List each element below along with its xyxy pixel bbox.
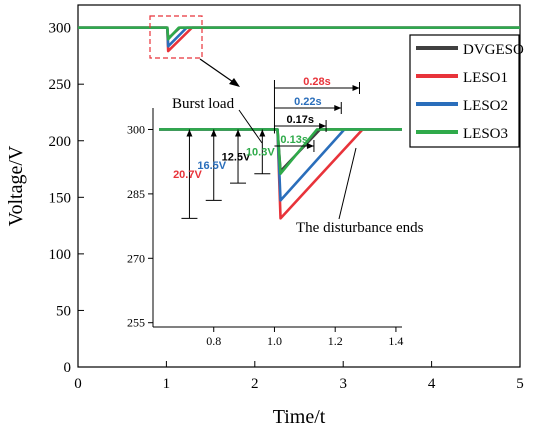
legend-label-leso2: LESO2	[463, 98, 508, 114]
drop-value-label: 12.5V	[222, 151, 251, 163]
zoom-arrow	[199, 58, 237, 85]
x-tick-label: 1	[163, 376, 171, 392]
duration-arrow	[319, 123, 327, 129]
drop-value-label: 20.7V	[173, 169, 202, 181]
y-tick-label: 300	[49, 21, 72, 37]
duration-arrow	[334, 105, 342, 111]
drop-arrow-top	[186, 129, 193, 137]
main-series-group	[78, 26, 520, 53]
legend: DVGESO LESO1 LESO2 LESO3	[409, 34, 524, 148]
drop-value-label: 10.3V	[246, 147, 275, 159]
drop-arrow-top	[259, 129, 266, 137]
drop-value-label: 16.5V	[197, 160, 226, 172]
inset-x-tick-label: 0.8	[206, 334, 221, 348]
drop-arrow-top	[210, 129, 217, 137]
y-tick-label: 0	[64, 360, 72, 376]
drop-arrow-top	[235, 129, 242, 137]
inset-line-leso3	[159, 128, 402, 175]
disturbance-ends-pointer	[338, 147, 357, 220]
duration-value-label: 0.13s	[280, 134, 308, 146]
inset-y-tick-label: 285	[127, 187, 145, 201]
x-tick-label: 0	[74, 376, 82, 392]
inset-x-tick-label: 1.2	[328, 334, 343, 348]
legend-box	[409, 34, 520, 148]
zoom-region-box	[149, 15, 203, 59]
burst-load-pointer	[238, 109, 263, 144]
legend-label-leso3: LESO3	[463, 126, 508, 142]
duration-arrow	[352, 85, 360, 91]
main-plot-frame	[77, 4, 521, 368]
y-tick-label: 200	[49, 134, 72, 150]
duration-value-label: 0.28s	[303, 76, 331, 88]
inset-y-tick-label: 270	[127, 251, 145, 265]
y-tick-label: 50	[56, 303, 71, 319]
duration-value-label: 0.17s	[287, 114, 315, 126]
inset-x-tick-label: 1.0	[267, 334, 282, 348]
zoom-arrow-head	[229, 78, 240, 87]
disturbance-ends-label: The disturbance ends	[296, 220, 424, 236]
duration-arrow	[306, 143, 314, 149]
inset-axis-ticks: 0.8 1.0 1.2 1.4 255 270 285 300	[127, 122, 403, 348]
y-tick-label: 150	[49, 190, 72, 206]
x-tick-label: 5	[516, 376, 524, 392]
y-tick-label: 100	[49, 247, 72, 263]
x-axis-label: Time/t	[273, 406, 326, 428]
x-tick-label: 3	[339, 376, 347, 392]
inset-y-tick-label: 255	[127, 316, 145, 330]
x-tick-label: 2	[251, 376, 259, 392]
legend-label-dvgeso: DVGESO	[463, 42, 524, 58]
x-tick-label: 4	[428, 376, 436, 392]
legend-label-leso1: LESO1	[463, 70, 508, 86]
inset-series-group	[159, 128, 402, 220]
inset-x-tick-label: 1.4	[388, 334, 403, 348]
y-tick-label: 250	[49, 77, 72, 93]
inset-y-tick-label: 300	[127, 122, 145, 136]
burst-load-label: Burst load	[172, 96, 235, 112]
duration-value-label: 0.22s	[294, 96, 322, 108]
y-axis-label: Voltage/V	[5, 145, 27, 226]
main-line-leso3	[78, 26, 520, 41]
